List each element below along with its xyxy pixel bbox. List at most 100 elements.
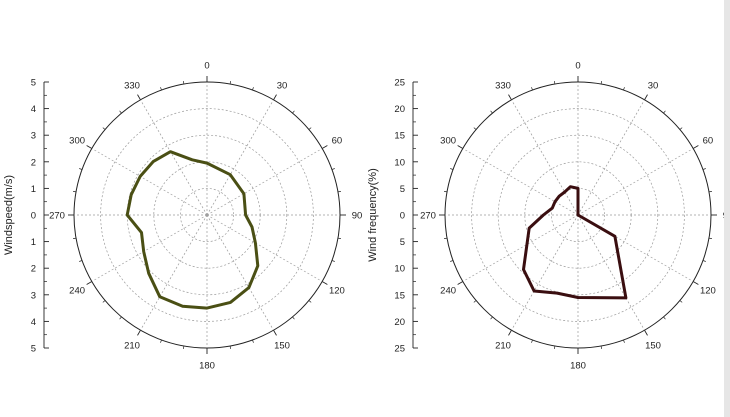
polar-grid-spoke — [511, 99, 579, 216]
angle-minor-tick — [337, 237, 341, 239]
angle-minor-tick — [702, 260, 706, 262]
angle-minor-tick — [331, 168, 335, 170]
angle-minor-tick — [531, 339, 533, 343]
angle-minor-tick — [252, 87, 254, 91]
angle-minor-tick — [183, 345, 185, 349]
angle-tick — [692, 145, 699, 149]
angle-minor-tick — [102, 127, 106, 130]
angle-tick-label: 30 — [648, 81, 659, 92]
angle-tick — [508, 329, 512, 336]
angle-tick-label: 30 — [277, 81, 288, 92]
radial-tick-label: 5 — [400, 237, 405, 248]
polar-grid-spoke — [206, 214, 323, 282]
angle-minor-tick — [444, 191, 448, 193]
angle-minor-tick — [554, 345, 556, 349]
polar-grid-spoke — [206, 214, 274, 331]
angle-tick-label: 90 — [352, 211, 363, 222]
angle-tick — [86, 281, 93, 285]
speed-series-line — [125, 150, 260, 310]
angle-minor-tick — [331, 260, 335, 262]
angle-tick — [644, 329, 648, 336]
angle-tick-label: 120 — [700, 286, 716, 297]
angle-minor-tick — [679, 127, 683, 130]
angle-minor-tick — [79, 260, 83, 262]
angle-tick — [321, 281, 328, 285]
radial-tick-label: 4 — [31, 317, 36, 328]
angle-tick-label: 180 — [570, 361, 586, 372]
angle-tick-label: 240 — [69, 286, 85, 297]
angle-tick — [137, 329, 141, 336]
angle-minor-tick — [229, 81, 231, 85]
radial-tick-label: 2 — [31, 157, 36, 168]
polar-grid-ring — [497, 134, 659, 296]
angle-minor-tick — [119, 110, 122, 114]
angle-minor-tick — [444, 237, 448, 239]
polar-grid-ring — [100, 108, 314, 322]
angle-minor-tick — [308, 127, 312, 130]
angle-tick-label: 150 — [274, 340, 290, 351]
radial-tick-label: 1 — [31, 184, 36, 195]
radial-axis-title: Windspeed(m/s) — [3, 175, 15, 255]
angle-tick-label: 120 — [329, 286, 345, 297]
angle-tick — [273, 94, 277, 101]
polar-grid-ring — [180, 188, 234, 242]
angle-minor-tick — [554, 81, 556, 85]
radial-tick-label: 20 — [394, 104, 405, 115]
angle-minor-tick — [702, 168, 706, 170]
angle-minor-tick — [473, 300, 477, 303]
angle-tick-label: 210 — [495, 340, 511, 351]
angle-minor-tick — [679, 300, 683, 303]
polar-grid-spoke — [577, 148, 694, 216]
angle-minor-tick — [600, 345, 602, 349]
angle-minor-tick — [183, 81, 185, 85]
polar-grid-ring — [471, 108, 685, 322]
angle-minor-tick — [119, 316, 122, 320]
angle-tick — [644, 94, 648, 101]
radial-tick-label: 3 — [31, 131, 36, 142]
angle-minor-tick — [292, 110, 295, 114]
angle-minor-tick — [531, 87, 533, 91]
angle-minor-tick — [450, 168, 454, 170]
polar-grid-spoke — [206, 99, 274, 216]
angle-tick-label: 240 — [440, 286, 456, 297]
polar-grid-spoke — [577, 99, 645, 216]
radial-tick-label: 25 — [394, 344, 405, 355]
polar-grid-spoke — [577, 214, 645, 331]
radial-tick-label: 2 — [31, 264, 36, 275]
angle-tick-label: 210 — [124, 340, 140, 351]
radial-tick-label: 1 — [31, 237, 36, 248]
angle-minor-tick — [308, 300, 312, 303]
radial-tick-label: 0 — [31, 211, 36, 222]
angle-tick — [273, 329, 277, 336]
page-edge — [724, 0, 730, 417]
angle-minor-tick — [623, 339, 625, 343]
radial-tick-label: 20 — [394, 317, 405, 328]
angle-tick — [321, 145, 328, 149]
angle-tick-label: 270 — [49, 211, 65, 222]
radial-tick-label: 5 — [31, 78, 36, 89]
angle-minor-tick — [73, 191, 77, 193]
angle-tick-label: 60 — [332, 136, 343, 147]
angle-minor-tick — [623, 87, 625, 91]
polar-grid-spoke — [206, 148, 323, 216]
angle-tick-label: 0 — [204, 61, 209, 72]
angle-tick — [86, 145, 93, 149]
radial-tick-label: 4 — [31, 104, 36, 115]
radial-tick-label: 0 — [400, 211, 405, 222]
angle-tick-label: 270 — [420, 211, 436, 222]
radial-tick-label: 25 — [394, 78, 405, 89]
polar-grid-ring — [126, 134, 288, 296]
polar-grid-spoke — [511, 214, 579, 331]
angle-tick — [457, 281, 464, 285]
angle-minor-tick — [490, 316, 493, 320]
radial-tick-label: 10 — [394, 157, 405, 168]
angle-minor-tick — [229, 345, 231, 349]
angle-tick-label: 330 — [124, 81, 140, 92]
polar-grid-spoke — [462, 148, 579, 216]
angle-minor-tick — [663, 110, 666, 114]
angle-minor-tick — [450, 260, 454, 262]
angle-tick — [137, 94, 141, 101]
radial-tick-label: 10 — [394, 264, 405, 275]
angle-tick-label: 150 — [645, 340, 661, 351]
